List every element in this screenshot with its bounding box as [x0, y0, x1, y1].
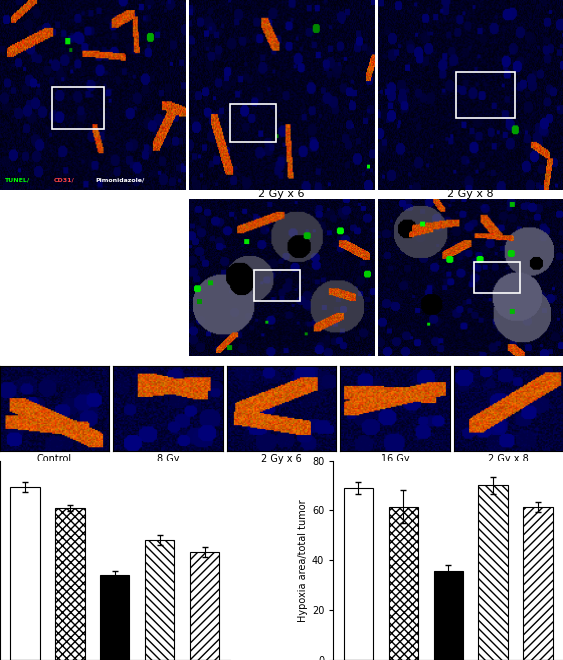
Bar [52, 87, 104, 129]
Title: 2 Gy x 8: 2 Gy x 8 [447, 189, 494, 199]
Y-axis label: Hypoxia area/total tumor: Hypoxia area/total tumor [298, 499, 307, 622]
Bar [230, 104, 276, 143]
Text: CD31/: CD31/ [53, 178, 74, 182]
X-axis label: 2 Gy x 6: 2 Gy x 6 [261, 454, 302, 464]
X-axis label: Control: Control [37, 454, 72, 464]
Text: TUNEL/: TUNEL/ [4, 178, 29, 182]
Text: DAPI: DAPI [204, 178, 221, 182]
Bar [474, 262, 520, 294]
Bar [190, 552, 220, 660]
X-axis label: 8 Gy: 8 Gy [157, 454, 179, 464]
Bar [479, 486, 508, 660]
Bar [11, 488, 39, 660]
Bar [254, 270, 300, 301]
Bar [388, 507, 418, 660]
X-axis label: 16 Gy: 16 Gy [381, 454, 409, 464]
Title: 2 Gy x 6: 2 Gy x 6 [258, 189, 305, 199]
Bar [145, 541, 175, 660]
Bar [100, 576, 129, 660]
Bar [524, 507, 552, 660]
Bar [455, 72, 515, 117]
X-axis label: 2 Gy x 8: 2 Gy x 8 [488, 454, 529, 464]
Text: Pimonidazole/: Pimonidazole/ [95, 178, 145, 182]
Bar [434, 572, 463, 660]
Bar [55, 508, 84, 660]
Bar [343, 488, 373, 660]
